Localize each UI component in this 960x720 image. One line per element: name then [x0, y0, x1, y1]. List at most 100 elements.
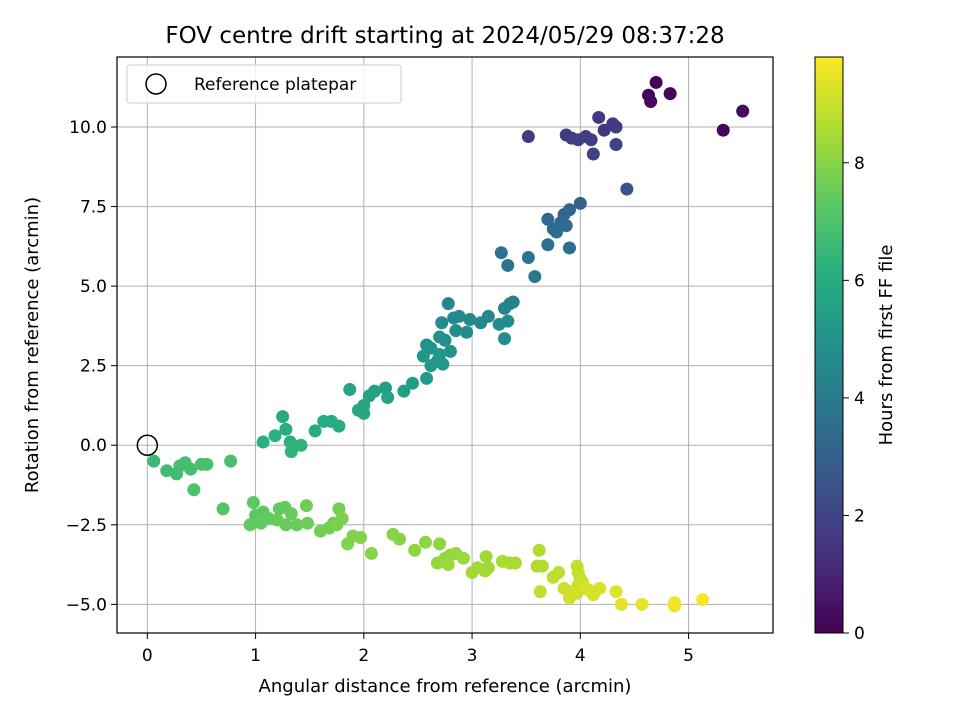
data-point	[408, 543, 422, 557]
data-point	[609, 120, 623, 134]
reference-platepar-marker	[136, 434, 159, 456]
data-point	[479, 550, 493, 564]
data-point	[216, 502, 230, 516]
y-tick-label: 2.5	[80, 357, 107, 377]
data-point	[456, 551, 470, 565]
data-point	[593, 581, 607, 595]
data-point	[246, 496, 260, 510]
data-point	[294, 438, 308, 452]
data-point	[649, 75, 663, 89]
x-tick-label: 3	[467, 646, 478, 666]
data-point	[592, 110, 606, 124]
data-point	[481, 561, 495, 575]
data-point	[276, 410, 290, 424]
data-point	[501, 258, 515, 272]
data-point	[460, 325, 474, 339]
data-point	[533, 585, 547, 599]
data-point	[299, 499, 313, 513]
y-axis-label: Rotation from reference (arcmin)	[22, 197, 43, 493]
data-point	[147, 454, 161, 468]
colorbar-label: Hours from first FF file	[876, 245, 897, 446]
data-point	[301, 516, 315, 530]
colorbar-tick-label: 2	[854, 506, 865, 526]
data-point	[541, 238, 555, 252]
x-tick-label: 0	[142, 646, 153, 666]
data-point	[552, 566, 566, 580]
data-point	[535, 559, 549, 573]
y-tick-label: 10.0	[69, 118, 107, 138]
data-point	[474, 316, 488, 330]
y-tick-label: −2.5	[66, 516, 107, 536]
data-point	[256, 435, 270, 449]
x-tick-label: 1	[250, 646, 261, 666]
data-point	[200, 457, 214, 471]
data-point	[663, 87, 677, 101]
data-point	[243, 518, 257, 532]
data-point	[406, 376, 420, 390]
x-axis-ticks: 0 1 2 3 4 5	[142, 633, 694, 666]
data-point	[635, 597, 649, 611]
data-point	[667, 599, 681, 613]
x-tick-label: 5	[683, 646, 694, 666]
data-point	[308, 424, 322, 438]
data-point	[420, 371, 434, 385]
data-point	[283, 435, 297, 449]
data-point	[357, 406, 371, 420]
data-point	[549, 225, 563, 239]
data-point	[620, 182, 634, 196]
data-point	[498, 332, 512, 346]
colorbar-tick-label: 0	[854, 624, 865, 644]
data-point	[494, 246, 508, 260]
data-point	[609, 585, 623, 599]
data-point	[438, 333, 452, 347]
data-point	[586, 147, 600, 161]
data-point	[541, 212, 555, 226]
data-point	[644, 95, 658, 109]
data-point	[436, 357, 450, 371]
y-tick-label: 0.0	[80, 436, 107, 456]
data-point	[290, 518, 304, 532]
data-point	[284, 445, 298, 459]
data-point	[559, 219, 573, 233]
data-point	[609, 138, 623, 152]
y-axis-ticks: −5.0 −2.5 0.0 2.5 5.0 7.5 10.0	[66, 118, 117, 615]
data-point	[441, 558, 455, 572]
data-points	[147, 75, 750, 613]
data-point	[508, 556, 522, 570]
y-tick-label: 5.0	[80, 277, 107, 297]
data-point	[364, 546, 378, 560]
data-point	[447, 311, 461, 325]
chart-title: FOV centre drift starting at 2024/05/29 …	[165, 23, 724, 49]
legend-box	[126, 64, 402, 104]
data-point	[419, 535, 433, 549]
data-point	[614, 597, 628, 611]
data-point	[393, 532, 407, 546]
colorbar-ticks: 0 2 4 6 8	[843, 154, 865, 644]
y-tick-label: −5.0	[66, 595, 107, 615]
data-point	[498, 301, 512, 315]
colorbar-tick-label: 6	[854, 271, 865, 291]
plot-frame	[116, 56, 774, 634]
data-point	[562, 241, 576, 255]
data-point	[597, 123, 611, 137]
data-point	[354, 531, 368, 545]
data-point	[528, 270, 542, 284]
x-axis-label: Angular distance from reference (arcmin)	[259, 676, 632, 697]
x-tick-label: 4	[575, 646, 586, 666]
data-point	[332, 419, 346, 433]
legend: Reference platepar	[126, 64, 402, 104]
data-point	[268, 429, 282, 443]
data-point	[443, 344, 457, 358]
data-point	[279, 422, 293, 436]
legend-entry-reference-platepar: Reference platepar	[194, 75, 356, 95]
data-point	[435, 316, 449, 330]
data-point	[521, 130, 535, 144]
data-point	[465, 566, 479, 580]
grid-lines	[117, 57, 773, 633]
data-point	[416, 349, 430, 363]
data-point	[184, 462, 198, 476]
data-point	[397, 384, 411, 398]
colorbar-tick-label: 4	[854, 389, 865, 409]
data-point	[279, 518, 293, 532]
data-point	[463, 313, 477, 327]
